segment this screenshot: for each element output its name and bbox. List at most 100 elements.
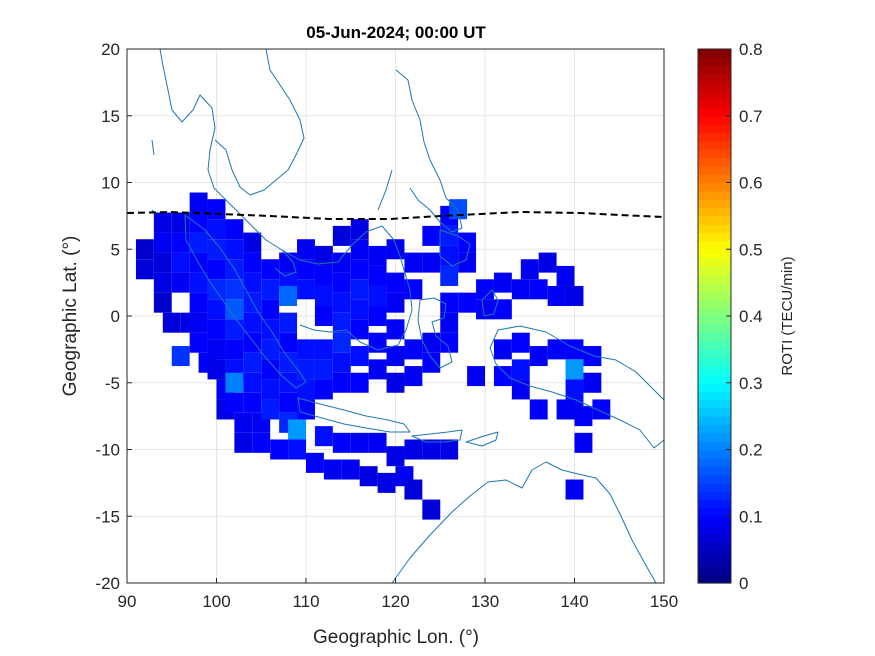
roti-cell	[547, 339, 566, 360]
roti-cell	[323, 459, 342, 480]
x-ticks: 90 100 110 120 130 140 150	[118, 578, 678, 611]
roti-cell	[243, 352, 262, 373]
roti-cell	[368, 265, 387, 286]
colorbar-step	[698, 441, 731, 451]
roti-cell	[225, 339, 244, 360]
roti-cell	[458, 292, 477, 313]
colorbar-step	[698, 165, 731, 175]
roti-cell	[207, 199, 226, 220]
colorbar-step	[698, 274, 731, 284]
roti-cell	[207, 319, 226, 340]
roti-cell	[476, 299, 494, 320]
roti-cell	[368, 359, 387, 380]
roti-cell	[574, 432, 593, 453]
colorbar-step	[698, 49, 731, 58]
roti-cell	[207, 239, 226, 260]
roti-cell	[332, 332, 351, 353]
roti-cell	[189, 212, 208, 233]
colorbar-step	[698, 282, 731, 292]
colorbar-step	[698, 341, 731, 350]
roti-cell	[279, 352, 298, 373]
roti-cell	[314, 359, 333, 380]
colorbar-step	[698, 474, 731, 484]
roti-cell	[314, 305, 333, 327]
coastline-mindanao	[439, 229, 471, 267]
roti-cell	[386, 446, 405, 467]
roti-cell	[565, 379, 584, 400]
roti-cell	[297, 239, 315, 260]
roti-cell	[314, 285, 333, 306]
roti-cell	[422, 352, 441, 373]
roti-cell	[234, 432, 253, 453]
colorbar-step	[698, 207, 731, 217]
roti-cell	[404, 252, 423, 273]
roti-cell	[422, 439, 441, 460]
colorbar-step	[698, 265, 731, 275]
roti-cell	[306, 452, 324, 473]
colorbar-step	[698, 516, 731, 526]
colorbar-step	[698, 424, 731, 434]
roti-cell	[592, 399, 611, 420]
colorbar-tick-label: 0.1	[739, 507, 763, 526]
roti-cell	[243, 332, 262, 353]
roti-cell	[458, 252, 477, 273]
roti-cell	[332, 292, 351, 313]
roti-cell	[368, 432, 387, 453]
roti-cell	[171, 232, 190, 253]
colorbar-step	[698, 232, 731, 242]
colorbar-step	[698, 366, 731, 376]
x-tick-label: 110	[292, 592, 319, 611]
roti-cell	[189, 192, 208, 213]
roti-cell	[520, 259, 539, 280]
roti-cell	[404, 339, 423, 360]
colorbar-step	[698, 566, 731, 576]
roti-cell	[153, 252, 172, 273]
colorbar-step	[698, 399, 731, 409]
roti-cell	[225, 372, 244, 393]
x-tick-label: 100	[202, 592, 230, 611]
colorbar-step	[698, 541, 731, 551]
roti-cell	[243, 292, 262, 313]
roti-cell	[404, 366, 423, 387]
colorbar-step	[698, 307, 731, 317]
roti-cell	[243, 312, 262, 333]
roti-cell	[493, 366, 512, 387]
colorbar-step	[698, 190, 731, 200]
colorbar-step	[698, 349, 731, 359]
colorbar: 0 0.1 0.2 0.3 0.4 0.5 0.6 0.7 0.8 ROTI (TECU/min…	[697, 40, 796, 593]
roti-cell	[350, 219, 369, 240]
x-axis-label: Geographic Lon. (°)	[313, 627, 479, 648]
roti-cell	[547, 285, 566, 306]
roti-cell	[386, 319, 405, 340]
roti-cell	[297, 359, 315, 380]
roti-cell	[332, 372, 351, 393]
roti-cell	[243, 272, 262, 293]
colorbar-step	[698, 557, 731, 567]
roti-cell	[583, 372, 602, 393]
y-tick-label: -15	[95, 507, 120, 526]
roti-cell	[171, 252, 190, 273]
magnetic-equator-line	[126, 210, 665, 220]
colorbar-step	[698, 215, 731, 225]
colorbar-step	[698, 507, 731, 517]
roti-cell	[529, 279, 548, 300]
colorbar-label: ROTI (TECU/min)	[779, 256, 796, 375]
roti-cell	[261, 359, 280, 380]
roti-cell	[261, 379, 280, 400]
colorbar-step	[698, 90, 731, 100]
roti-cell	[207, 259, 226, 280]
roti-cell	[288, 419, 306, 440]
roti-cell	[189, 312, 208, 333]
colorbar-step	[698, 324, 731, 334]
roti-cell	[511, 279, 530, 300]
roti-cell	[386, 372, 405, 393]
roti-cell	[171, 212, 190, 233]
colorbar-tick-label: 0.7	[739, 107, 763, 126]
roti-cell	[404, 439, 423, 460]
x-tick-label: 140	[560, 592, 588, 611]
roti-cell	[189, 332, 208, 353]
roti-cell	[243, 232, 262, 253]
y-tick-label: -20	[95, 574, 120, 593]
roti-cell	[314, 426, 333, 447]
